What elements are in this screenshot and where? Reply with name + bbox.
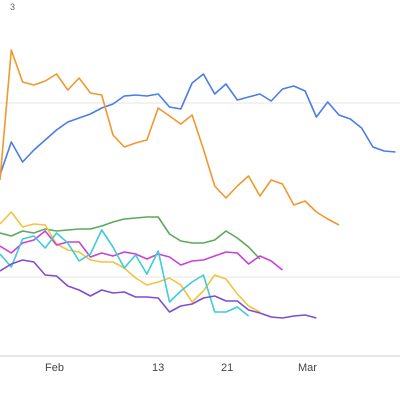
x-tick-label: Feb	[45, 362, 64, 374]
series-line-7	[0, 259, 317, 319]
x-tick-label: 13	[152, 362, 164, 374]
series-line-3	[0, 216, 261, 260]
series-line-5	[0, 230, 283, 271]
series-line-6	[0, 229, 250, 317]
x-axis-ticks: Feb 13 21 Mar	[45, 362, 317, 374]
x-tick-label: 21	[221, 362, 233, 374]
corner-label: 3	[10, 2, 15, 12]
x-tick-label: Mar	[298, 362, 317, 374]
series-layer	[0, 49, 396, 319]
gridlines	[0, 102, 400, 278]
series-line-4	[0, 211, 261, 313]
series-line-2	[0, 49, 340, 226]
series-line-1	[0, 73, 396, 176]
